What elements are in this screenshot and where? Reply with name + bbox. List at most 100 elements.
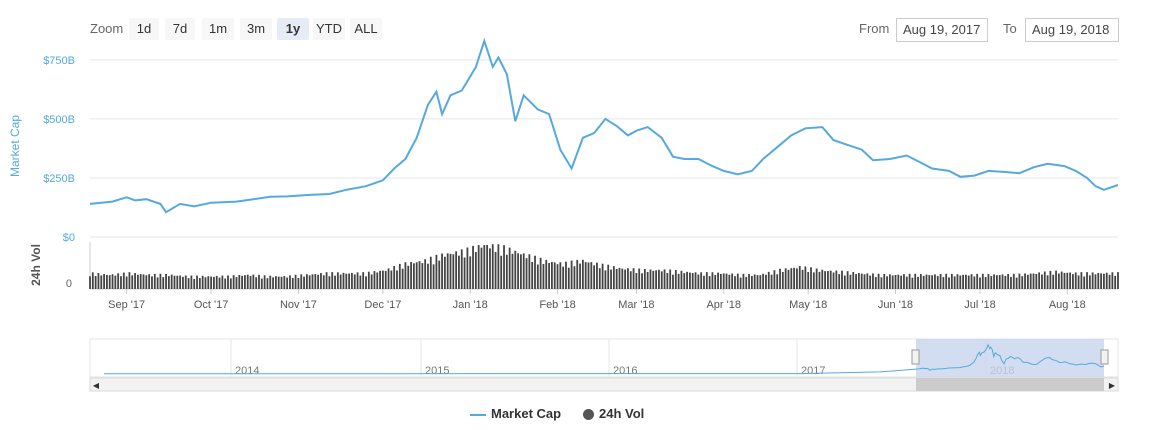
zoom-3m-button[interactable]: 3m <box>240 18 272 40</box>
volume-bar <box>258 274 260 289</box>
market-cap-chart[interactable]: Market Cap 24h Vol $0 $250B $500B $750B Sep… <box>0 0 1168 400</box>
volume-bar <box>691 273 694 289</box>
volume-bar <box>908 273 911 289</box>
volume-bar <box>1035 273 1038 289</box>
volume-bar <box>384 270 387 289</box>
volume-bar <box>753 274 756 289</box>
from-label: From <box>859 21 890 36</box>
volume-bar <box>995 275 998 289</box>
navigator-right-handle[interactable] <box>1100 349 1109 365</box>
volume-bar <box>1055 270 1057 289</box>
line-icon <box>470 413 486 416</box>
volume-bar <box>838 274 841 289</box>
volume-bar <box>415 262 418 289</box>
volume-bar <box>235 277 238 289</box>
y-ticks: $0 $250B $500B $750B <box>43 55 75 244</box>
volume-bar <box>874 277 877 289</box>
zoom-ytd-button[interactable]: YTD <box>313 18 345 40</box>
volume-bar <box>779 268 781 289</box>
volume-bar <box>198 278 201 289</box>
volume-bars <box>89 244 1119 289</box>
volume-bar <box>776 274 779 289</box>
volume-bar <box>139 274 142 289</box>
y-tick-label: $0 <box>63 232 75 244</box>
zoom-7d-button[interactable]: 7d <box>165 18 195 40</box>
volume-bar <box>562 266 565 289</box>
volume-bar <box>427 263 429 289</box>
navigator-year-label: 2015 <box>425 365 449 377</box>
volume-bar <box>536 264 539 289</box>
volume-bar <box>559 262 562 289</box>
volume-bar <box>539 257 542 289</box>
scrollbar-track[interactable] <box>89 377 1119 392</box>
volume-bar <box>576 259 579 289</box>
scrollbar-thumb[interactable] <box>916 378 1104 391</box>
volume-bar <box>877 273 880 289</box>
from-date-input[interactable]: Aug 19, 2017 <box>896 18 988 42</box>
volume-bar <box>505 254 508 289</box>
volume-bar <box>598 268 601 289</box>
volume-bar <box>151 276 153 289</box>
volume-bar <box>117 273 120 289</box>
volume-bar <box>1041 274 1043 289</box>
volume-bar <box>1066 272 1069 289</box>
volume-bar <box>277 276 280 289</box>
volume-bar <box>748 274 750 289</box>
volume-bar <box>145 275 148 289</box>
volume-bar <box>260 278 263 289</box>
x-tick-label: Feb '18 <box>539 299 575 311</box>
volume-bar <box>362 272 365 289</box>
navigator-selection[interactable] <box>916 339 1104 377</box>
scroll-left-arrow-icon[interactable]: ◀ <box>93 381 100 390</box>
scroll-right-arrow-icon[interactable]: ▶ <box>1109 381 1116 390</box>
volume-bar <box>486 244 489 289</box>
volume-bar <box>460 249 463 289</box>
volume-bar <box>545 259 548 289</box>
volume-bar <box>480 247 483 289</box>
to-date-input[interactable]: Aug 19, 2018 <box>1025 18 1119 42</box>
volume-bar <box>114 275 117 289</box>
volume-bar <box>196 275 198 289</box>
volume-bar <box>573 266 576 289</box>
volume-bar <box>601 263 604 289</box>
zoom-1m-button[interactable]: 1m <box>202 18 234 40</box>
volume-bar <box>621 268 624 289</box>
volume-bar <box>294 274 297 289</box>
volume-bar <box>542 263 545 289</box>
volume-bar <box>711 272 714 289</box>
volume-bar <box>607 264 610 289</box>
volume-bar <box>1010 276 1012 289</box>
zoom-all-button[interactable]: ALL <box>350 18 382 40</box>
legend-market-cap[interactable]: Market Cap <box>470 406 561 421</box>
volume-bar <box>1021 276 1024 289</box>
volume-bar <box>872 273 874 289</box>
volume-bar <box>131 275 134 289</box>
volume-bar <box>742 273 745 289</box>
navigator-left-handle[interactable] <box>911 349 920 365</box>
volume-bar <box>1001 274 1004 289</box>
volume-bar <box>762 273 765 289</box>
volume-bar <box>1012 273 1015 289</box>
volume-bar <box>232 275 235 289</box>
navigator-year-label: 2016 <box>613 365 637 377</box>
volume-bar <box>387 268 390 289</box>
y-tick-label: $250B <box>43 173 75 185</box>
legend-volume[interactable]: 24h Vol <box>583 406 644 421</box>
volume-bar <box>1043 271 1046 289</box>
volume-bar <box>1052 274 1055 289</box>
volume-bar <box>398 263 401 289</box>
volume-bar <box>105 274 108 289</box>
volume-bar <box>325 272 328 289</box>
volume-bar <box>412 263 415 289</box>
volume-bar <box>942 277 945 289</box>
volume-bar <box>342 272 345 289</box>
navigator[interactable]: 20142015201620172018 ◀ ▶ <box>89 338 1119 392</box>
volume-bar <box>1117 272 1119 289</box>
volume-bar <box>148 274 151 289</box>
zoom-1y-button[interactable]: 1y <box>277 18 309 40</box>
volume-bar <box>579 263 581 289</box>
volume-bar <box>643 268 646 289</box>
zoom-1d-button[interactable]: 1d <box>129 18 159 40</box>
volume-bar <box>182 276 184 289</box>
volume-bar <box>1049 270 1052 289</box>
